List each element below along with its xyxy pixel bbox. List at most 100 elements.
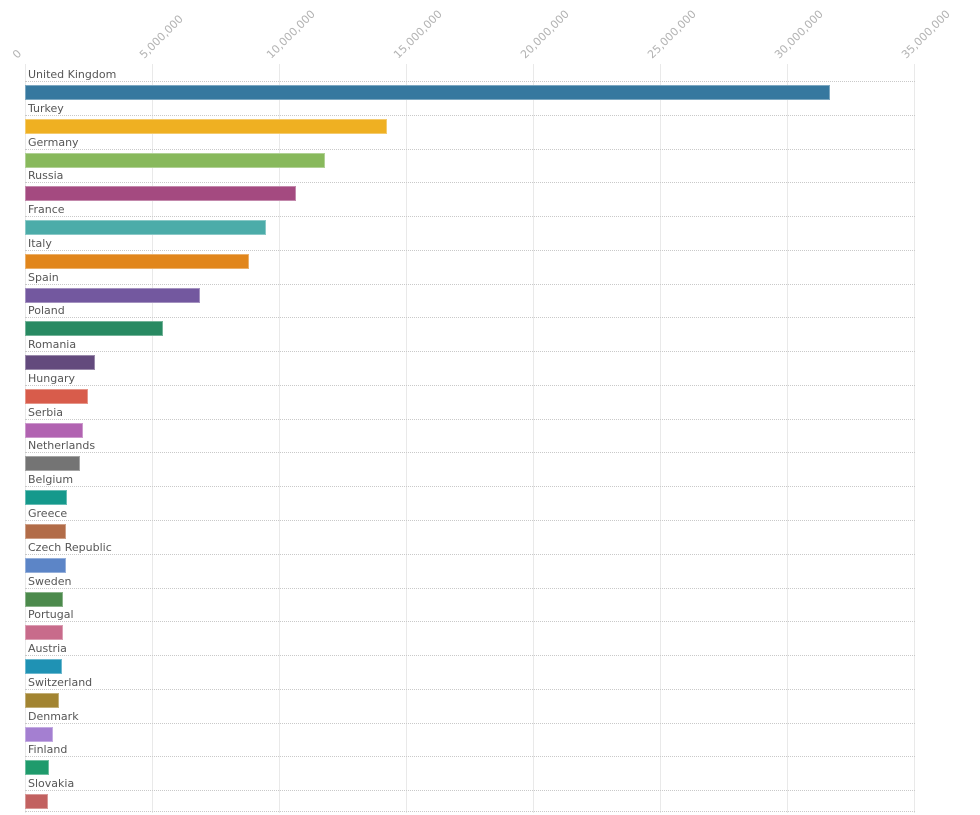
row-divider-line bbox=[25, 790, 915, 792]
bottom-divider-line bbox=[25, 811, 915, 812]
bar-row: Spain bbox=[0, 271, 980, 305]
bar-row: United Kingdom bbox=[0, 68, 980, 102]
bar-row: Portugal bbox=[0, 608, 980, 642]
x-axis-tick-label: 30,000,000 bbox=[772, 7, 826, 62]
gridline bbox=[660, 64, 661, 813]
bar-row: Greece bbox=[0, 507, 980, 541]
category-label: Switzerland bbox=[28, 675, 93, 689]
row-divider-line bbox=[25, 418, 915, 420]
row-divider-line bbox=[25, 553, 915, 555]
bar-mark[interactable] bbox=[25, 794, 48, 810]
gridline bbox=[152, 64, 153, 813]
bar-mark[interactable] bbox=[25, 490, 67, 506]
category-label: Russia bbox=[28, 169, 64, 183]
bar-row: Switzerland bbox=[0, 676, 980, 710]
row-divider-line bbox=[25, 722, 915, 724]
bar-mark[interactable] bbox=[25, 321, 164, 337]
row-divider-line bbox=[25, 756, 915, 758]
row-divider-line bbox=[25, 384, 915, 386]
category-label: Portugal bbox=[28, 608, 74, 622]
category-label: Czech Republic bbox=[28, 540, 112, 554]
bar-mark[interactable] bbox=[25, 422, 83, 438]
row-divider-line bbox=[25, 283, 915, 285]
category-label: Italy bbox=[28, 236, 52, 250]
bar-row: Germany bbox=[0, 136, 980, 170]
bar-mark[interactable] bbox=[25, 591, 64, 607]
x-axis-tick-label: 35,000,000 bbox=[899, 7, 953, 62]
bar-mark[interactable] bbox=[25, 456, 80, 472]
row-divider-line bbox=[25, 486, 915, 488]
category-label: Slovakia bbox=[28, 777, 75, 791]
bar-row: Czech Republic bbox=[0, 541, 980, 575]
row-divider-line bbox=[25, 148, 915, 150]
bar-mark[interactable] bbox=[25, 186, 296, 202]
bar-row: Netherlands bbox=[0, 439, 980, 473]
row-divider-line bbox=[25, 249, 915, 251]
bar-mark[interactable] bbox=[25, 659, 63, 675]
bar-mark[interactable] bbox=[25, 287, 201, 303]
bar-row: Hungary bbox=[0, 372, 980, 406]
category-label: Spain bbox=[28, 270, 59, 284]
row-divider-line bbox=[25, 114, 915, 116]
x-axis-tick-label: 5,000,000 bbox=[137, 12, 186, 62]
bar-row: Italy bbox=[0, 237, 980, 271]
bar-mark[interactable] bbox=[25, 726, 53, 742]
gridline bbox=[914, 64, 915, 813]
bar-row: Slovakia bbox=[0, 777, 980, 811]
bar-mark[interactable] bbox=[25, 85, 831, 100]
bar-mark[interactable] bbox=[25, 118, 387, 134]
row-divider-line bbox=[25, 587, 915, 589]
gridline bbox=[533, 64, 534, 813]
category-label: Sweden bbox=[28, 574, 72, 588]
category-label: United Kingdom bbox=[28, 68, 117, 81]
x-axis-tick-label: 15,000,000 bbox=[391, 7, 445, 62]
row-divider-line bbox=[25, 688, 915, 690]
bar-mark[interactable] bbox=[25, 355, 95, 371]
category-label: Germany bbox=[28, 135, 79, 149]
bar-row: Turkey bbox=[0, 102, 980, 136]
x-axis-tick-label: 10,000,000 bbox=[264, 7, 318, 62]
gridline bbox=[406, 64, 407, 813]
row-divider-line bbox=[25, 81, 915, 82]
bar-row: France bbox=[0, 203, 980, 237]
gridline bbox=[25, 64, 26, 813]
bar-mark[interactable] bbox=[25, 152, 325, 168]
gridline bbox=[279, 64, 280, 813]
bar-row: Finland bbox=[0, 743, 980, 777]
row-divider-line bbox=[25, 621, 915, 623]
bar-mark[interactable] bbox=[25, 524, 66, 539]
bar-mark[interactable] bbox=[25, 760, 49, 776]
bar-mark[interactable] bbox=[25, 557, 66, 573]
category-label: Finland bbox=[28, 743, 68, 757]
gridline bbox=[787, 64, 788, 813]
row-divider-line bbox=[25, 351, 915, 353]
category-label: France bbox=[28, 203, 65, 217]
row-divider-line bbox=[25, 216, 915, 218]
x-axis-tick-label: 0 bbox=[10, 47, 25, 62]
category-label: Netherlands bbox=[28, 439, 96, 453]
x-axis-tick-label: 25,000,000 bbox=[645, 7, 699, 62]
bar-mark[interactable] bbox=[25, 625, 63, 641]
bar-row: Sweden bbox=[0, 575, 980, 609]
category-label: Romania bbox=[28, 338, 77, 352]
bar-mark[interactable] bbox=[25, 253, 249, 269]
category-label: Denmark bbox=[28, 709, 79, 723]
bar-row: Austria bbox=[0, 642, 980, 676]
bar-row: Denmark bbox=[0, 710, 980, 744]
category-label: Greece bbox=[28, 507, 68, 520]
bar-row: Russia bbox=[0, 169, 980, 203]
bar-row: Poland bbox=[0, 304, 980, 338]
category-label: Serbia bbox=[28, 405, 64, 419]
row-divider-line bbox=[25, 655, 915, 657]
row-divider-line bbox=[25, 182, 915, 184]
row-divider-line bbox=[25, 520, 915, 521]
bar-mark[interactable] bbox=[25, 388, 88, 404]
row-divider-line bbox=[25, 317, 915, 319]
bar-mark[interactable] bbox=[25, 692, 59, 708]
category-label: Austria bbox=[28, 642, 67, 656]
x-axis-tick-label: 20,000,000 bbox=[518, 7, 572, 62]
row-divider-line bbox=[25, 452, 915, 454]
bar-mark[interactable] bbox=[25, 220, 267, 236]
category-label: Belgium bbox=[28, 473, 74, 487]
